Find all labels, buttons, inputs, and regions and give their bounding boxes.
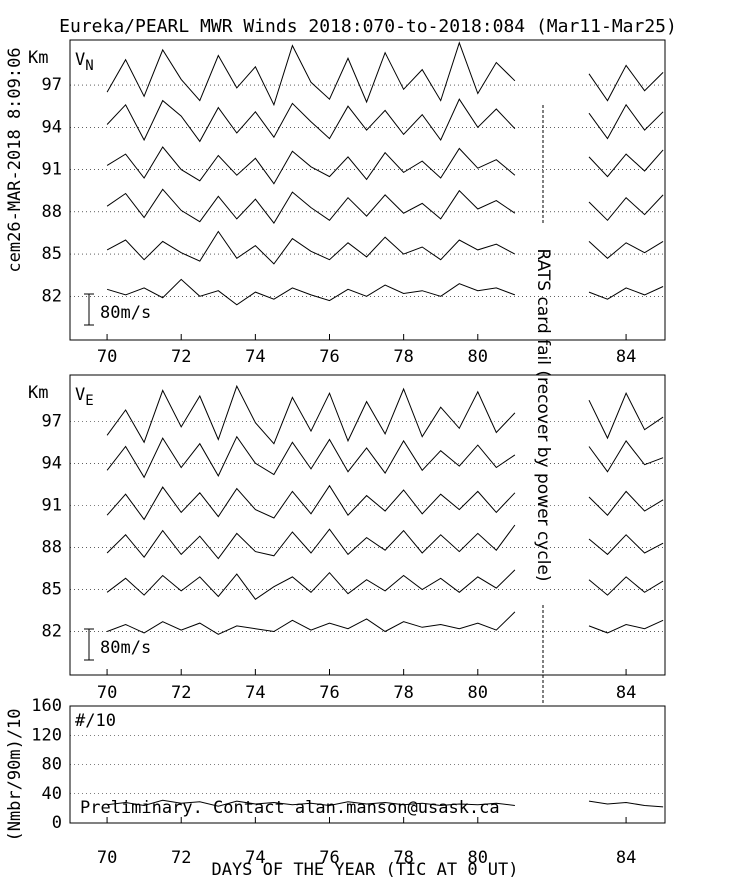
component-label: VN [75,50,94,74]
y-tick-label: 0 [52,813,62,833]
x-tick-label: 72 [171,347,191,367]
y-tick-label: 85 [42,244,62,264]
trace [106,435,664,479]
y-tick-label: 160 [31,696,62,716]
y-tick-label: 120 [31,725,62,745]
side-label: cem26-MAR-2018 8:09:06 [5,47,25,272]
y-tick-label: 97 [42,75,62,95]
trace [106,611,664,635]
component-sub: N [85,58,93,74]
x-tick-label: 76 [319,683,339,703]
x-tick-label: 80 [468,848,488,868]
x-tick-label: 70 [97,347,117,367]
y-tick-label: 88 [42,537,62,557]
y-tick-label: 94 [42,453,62,473]
x-axis-label: DAYS OF THE YEAR (TIC AT 0 UT) [211,860,518,877]
x-tick-label: 74 [245,683,265,703]
scale-label: 80m/s [100,303,151,323]
component-label: VE [75,385,94,409]
note: RATS card fail (recover by power cycle) [533,248,553,581]
x-tick-label: 76 [319,848,339,868]
x-tick-label: 80 [468,683,488,703]
y-axis-label: (Nmbr/90m)/10 [5,708,25,841]
x-tick-label: 76 [319,347,339,367]
trace [106,278,664,306]
y-tick-label: 91 [42,160,62,180]
x-tick-label: 72 [171,848,191,868]
plot-frame [69,705,666,824]
trace [106,98,664,143]
footer: Preliminary. Contact alan.manson@usask.c… [80,798,500,818]
component-sub: E [85,393,93,409]
trace [106,41,664,107]
y-tick-label: 88 [42,202,62,222]
trace [106,524,664,560]
y-tick-label: 40 [42,784,62,804]
x-tick-label: 78 [393,848,413,868]
component: V [75,50,85,70]
y-tick-label: 85 [42,579,62,599]
x-tick-label: 74 [245,347,265,367]
x-tick-label: 84 [616,848,636,868]
x-tick-label: 84 [616,347,636,367]
x-tick-label: 78 [393,347,413,367]
x-tick-label: 70 [97,683,117,703]
y-tick-label: 80 [42,755,62,775]
x-tick-label: 74 [245,848,265,868]
trace [106,230,664,265]
chart-title: Eureka/PEARL MWR Winds 2018:070-to-2018:… [59,16,677,37]
y-tick-label: 97 [42,411,62,431]
scale-label: 80m/s [100,638,151,658]
y-tick-label: 94 [42,117,62,137]
y-tick-label: 82 [42,622,62,642]
trace [106,569,664,600]
y-unit-label: Km [28,383,48,403]
x-tick-label: 72 [171,683,191,703]
plot-frame [69,374,666,676]
component: V [75,385,85,405]
x-tick-label: 70 [97,848,117,868]
trace [106,484,664,521]
y-unit-label: Km [28,48,48,68]
plot-frame [69,39,666,341]
y-tick-label: 91 [42,495,62,515]
y-tick-label: 82 [42,286,62,306]
trace [106,188,664,224]
inner-label: #/10 [75,711,116,731]
x-tick-label: 80 [468,347,488,367]
trace [106,146,664,185]
x-tick-label: 84 [616,683,636,703]
x-tick-label: 78 [393,683,413,703]
trace [107,799,664,808]
trace [106,384,664,445]
